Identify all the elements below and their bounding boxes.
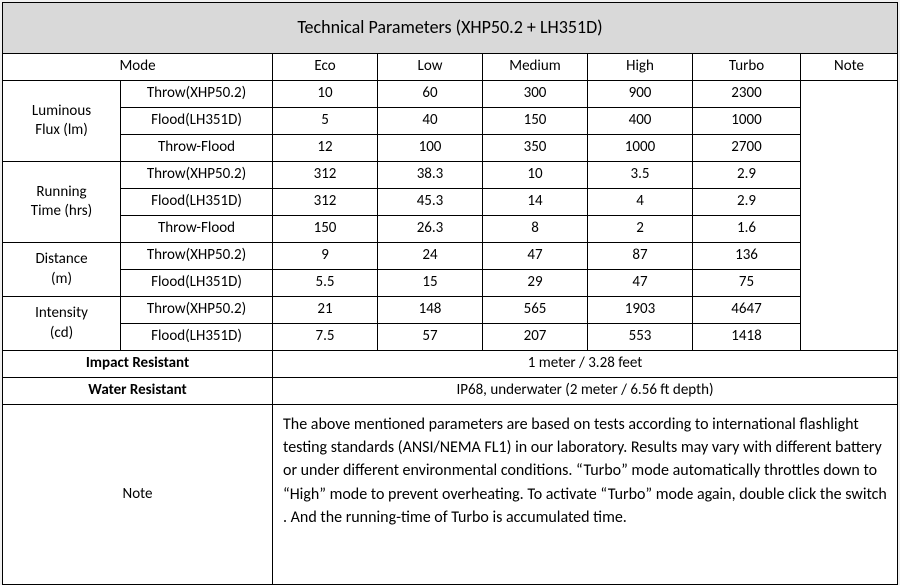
cell: 87: [588, 243, 693, 270]
cell: 150: [483, 108, 588, 135]
cell: 26.3: [378, 216, 483, 243]
group-label: Distance(m): [3, 243, 121, 297]
cell: 15: [378, 270, 483, 297]
water-value: IP68, underwater (2 meter / 6.56 ft dept…: [273, 378, 898, 405]
mode-header: Mode: [3, 54, 273, 81]
subrow-label: Flood(LH351D): [121, 270, 273, 297]
cell: 47: [483, 243, 588, 270]
cell: 4647: [693, 297, 801, 324]
subrow-label: Flood(LH351D): [121, 189, 273, 216]
cell: 10: [273, 81, 378, 108]
cell: 29: [483, 270, 588, 297]
cell: 150: [273, 216, 378, 243]
cell: 9: [273, 243, 378, 270]
cell: 4: [588, 189, 693, 216]
cell: 1.6: [693, 216, 801, 243]
cell: 5.5: [273, 270, 378, 297]
cell: 350: [483, 135, 588, 162]
cell: 300: [483, 81, 588, 108]
cell: 136: [693, 243, 801, 270]
cell: 45.3: [378, 189, 483, 216]
note-blank-cell: [801, 81, 898, 351]
water-row: Water Resistant IP68, underwater (2 mete…: [3, 378, 898, 405]
cell: 14: [483, 189, 588, 216]
cell: 1000: [693, 108, 801, 135]
mode-col: Medium: [483, 54, 588, 81]
table-row: Flood(LH351D) 5.5 15 29 47 75: [3, 270, 898, 297]
title-row: Technical Parameters (XHP50.2 + LH351D): [3, 3, 898, 54]
mode-col: High: [588, 54, 693, 81]
mode-col: Low: [378, 54, 483, 81]
table-row: Throw-Flood 12 100 350 1000 2700: [3, 135, 898, 162]
note-row: Note The above mentioned parameters are …: [3, 405, 898, 585]
water-label: Water Resistant: [3, 378, 273, 405]
cell: 60: [378, 81, 483, 108]
subrow-label: Throw(XHP50.2): [121, 243, 273, 270]
cell: 21: [273, 297, 378, 324]
impact-row: Impact Resistant 1 meter / 3.28 feet: [3, 351, 898, 378]
group-label: LuminousFlux (lm): [3, 81, 121, 162]
table-row: Intensity(cd) Throw(XHP50.2) 21 148 565 …: [3, 297, 898, 324]
impact-label: Impact Resistant: [3, 351, 273, 378]
cell: 40: [378, 108, 483, 135]
cell: 57: [378, 324, 483, 351]
table-row: Throw-Flood 150 26.3 8 2 1.6: [3, 216, 898, 243]
cell: 38.3: [378, 162, 483, 189]
cell: 12: [273, 135, 378, 162]
subrow-label: Throw(XHP50.2): [121, 297, 273, 324]
note-header: Note: [801, 54, 898, 81]
cell: 5: [273, 108, 378, 135]
cell: 207: [483, 324, 588, 351]
cell: 312: [273, 162, 378, 189]
cell: 24: [378, 243, 483, 270]
cell: 312: [273, 189, 378, 216]
table-row: Flood(LH351D) 7.5 57 207 553 1418: [3, 324, 898, 351]
cell: 1418: [693, 324, 801, 351]
table-row: Flood(LH351D) 312 45.3 14 4 2.9: [3, 189, 898, 216]
cell: 1903: [588, 297, 693, 324]
cell: 2.9: [693, 189, 801, 216]
cell: 1000: [588, 135, 693, 162]
note-text: The above mentioned parameters are based…: [273, 405, 898, 585]
subrow-label: Throw-Flood: [121, 135, 273, 162]
subrow-label: Throw-Flood: [121, 216, 273, 243]
subrow-label: Flood(LH351D): [121, 324, 273, 351]
subrow-label: Throw(XHP50.2): [121, 81, 273, 108]
group-label: Intensity(cd): [3, 297, 121, 351]
table-row: LuminousFlux (lm) Throw(XHP50.2) 10 60 3…: [3, 81, 898, 108]
group-label: RunningTime (hrs): [3, 162, 121, 243]
cell: 75: [693, 270, 801, 297]
table-row: RunningTime (hrs) Throw(XHP50.2) 312 38.…: [3, 162, 898, 189]
cell: 3.5: [588, 162, 693, 189]
cell: 7.5: [273, 324, 378, 351]
cell: 553: [588, 324, 693, 351]
table-row: Flood(LH351D) 5 40 150 400 1000: [3, 108, 898, 135]
cell: 900: [588, 81, 693, 108]
header-row: Mode Eco Low Medium High Turbo Note: [3, 54, 898, 81]
table-title: Technical Parameters (XHP50.2 + LH351D): [3, 3, 898, 54]
cell: 400: [588, 108, 693, 135]
cell: 2.9: [693, 162, 801, 189]
cell: 2300: [693, 81, 801, 108]
cell: 8: [483, 216, 588, 243]
subrow-label: Throw(XHP50.2): [121, 162, 273, 189]
subrow-label: Flood(LH351D): [121, 108, 273, 135]
cell: 10: [483, 162, 588, 189]
mode-col: Eco: [273, 54, 378, 81]
tech-params-table: Technical Parameters (XHP50.2 + LH351D) …: [2, 2, 898, 585]
cell: 100: [378, 135, 483, 162]
mode-col: Turbo: [693, 54, 801, 81]
note-label: Note: [3, 405, 273, 585]
impact-value: 1 meter / 3.28 feet: [273, 351, 898, 378]
cell: 148: [378, 297, 483, 324]
cell: 2700: [693, 135, 801, 162]
table-row: Distance(m) Throw(XHP50.2) 9 24 47 87 13…: [3, 243, 898, 270]
cell: 47: [588, 270, 693, 297]
cell: 565: [483, 297, 588, 324]
cell: 2: [588, 216, 693, 243]
